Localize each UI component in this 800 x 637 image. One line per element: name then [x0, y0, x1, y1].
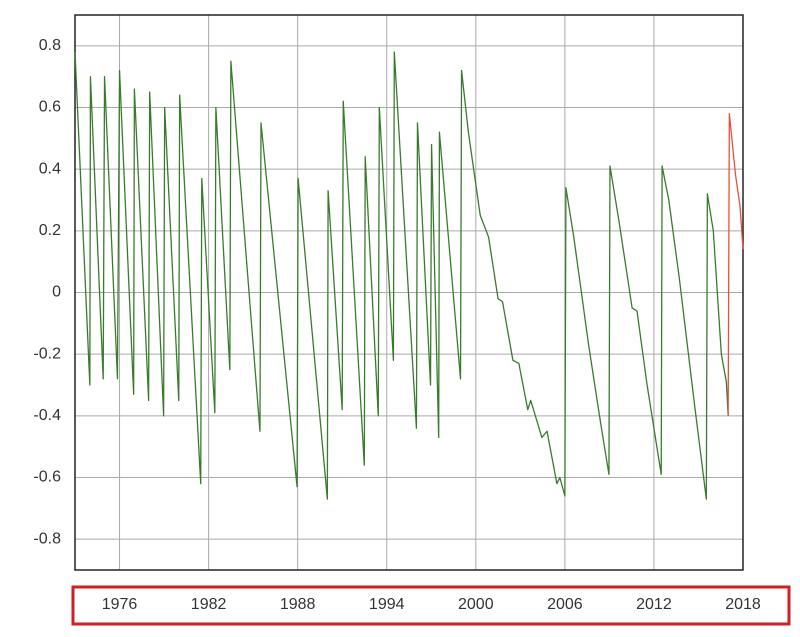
y-tick-label: -0.8 [33, 530, 61, 547]
data-line [74, 51, 729, 500]
y-tick-label: 0.8 [39, 37, 61, 54]
x-tick-label: 1982 [191, 596, 227, 613]
x-tick-label: 2018 [725, 596, 761, 613]
x-tick-label: 2000 [458, 596, 494, 613]
y-tick-label: 0.4 [39, 160, 61, 177]
y-tick-label: -0.2 [33, 345, 61, 362]
x-tick-label: 1994 [369, 596, 405, 613]
y-tick-label: 0 [52, 284, 61, 301]
plot-frame [74, 14, 744, 571]
y-tick-label: 0.6 [39, 99, 61, 116]
x-tick-label: 1976 [102, 596, 138, 613]
x-tick-label: 1988 [280, 596, 316, 613]
y-tick-label: -0.6 [33, 469, 61, 486]
highlight-box [71, 585, 791, 626]
data-line [727, 113, 744, 416]
x-tick-label: 2012 [636, 596, 672, 613]
y-tick-label: 0.2 [39, 222, 61, 239]
x-tick-label: 2006 [547, 596, 583, 613]
y-tick-label: -0.4 [33, 407, 61, 424]
